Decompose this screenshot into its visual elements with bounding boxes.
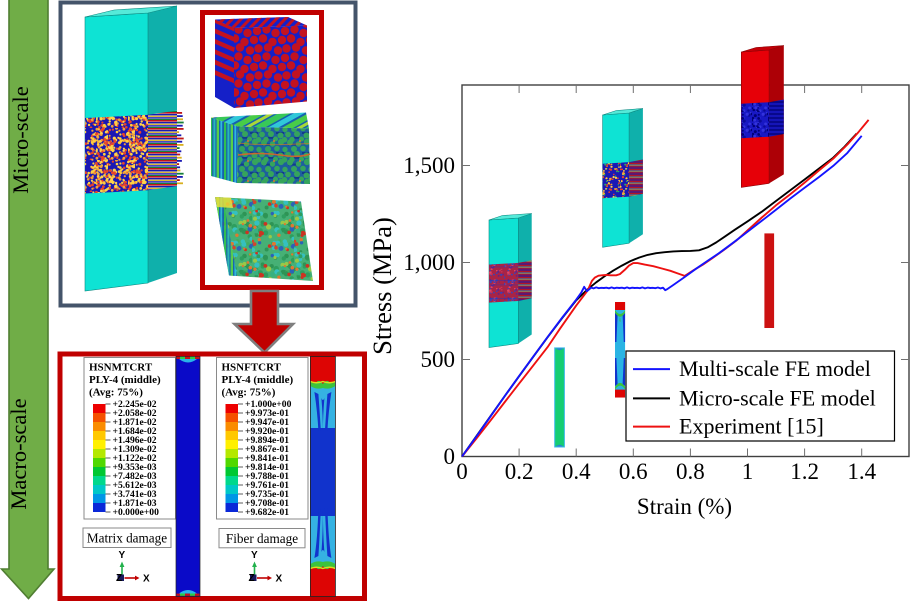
svg-text:1: 1 (742, 459, 754, 484)
svg-text:+9.735e-01: +9.735e-01 (245, 489, 289, 500)
svg-text:0: 0 (456, 459, 468, 484)
svg-text:Micro-scale FE model: Micro-scale FE model (679, 385, 876, 410)
svg-text:1.4: 1.4 (847, 459, 876, 484)
svg-text:+9.894e-01: +9.894e-01 (245, 435, 289, 446)
svg-text:+9.841e-01: +9.841e-01 (245, 453, 289, 464)
svg-text:+1.871e-02: +1.871e-02 (113, 417, 157, 428)
svg-text:+9.788e-01: +9.788e-01 (245, 471, 289, 482)
svg-text:Fiber damage: Fiber damage (226, 531, 298, 546)
svg-text:+1.000e+00: +1.000e+00 (245, 399, 292, 410)
svg-text:1,500: 1,500 (403, 153, 455, 178)
svg-text:+9.947e-01: +9.947e-01 (245, 417, 289, 428)
svg-text:0.2: 0.2 (505, 459, 534, 484)
svg-text:+1.309e-02: +1.309e-02 (113, 444, 157, 455)
svg-text:1,000: 1,000 (403, 250, 455, 275)
svg-text:Multi-scale FE model: Multi-scale FE model (679, 356, 871, 381)
svg-text:Stress (MPa): Stress (MPa) (367, 217, 397, 355)
svg-text:500: 500 (421, 347, 456, 372)
svg-text:+9.973e-01: +9.973e-01 (245, 408, 289, 419)
svg-text:+9.814e-01: +9.814e-01 (245, 462, 289, 473)
svg-text:Strain (%): Strain (%) (637, 494, 732, 519)
svg-text:0.6: 0.6 (619, 459, 648, 484)
svg-text:Macro-scale: Macro-scale (6, 398, 31, 509)
svg-text:+5.612e-03: +5.612e-03 (113, 480, 157, 491)
svg-text:+1.496e-02: +1.496e-02 (113, 435, 157, 446)
svg-text:Experiment [15]: Experiment [15] (679, 414, 824, 439)
svg-text:(Avg: 75%): (Avg: 75%) (89, 387, 143, 399)
svg-text:X: X (276, 574, 283, 585)
svg-text:HSNFTCRT: HSNFTCRT (222, 362, 282, 374)
svg-text:+1.684e-02: +1.684e-02 (113, 426, 157, 437)
svg-text:+9.761e-01: +9.761e-01 (245, 480, 289, 491)
svg-text:+9.682e-01: +9.682e-01 (245, 507, 289, 518)
svg-text:PLY-4 (middle): PLY-4 (middle) (89, 374, 161, 386)
svg-text:+9.353e-03: +9.353e-03 (113, 462, 157, 473)
svg-text:+1.871e-03: +1.871e-03 (113, 498, 157, 509)
svg-text:+1.122e-02: +1.122e-02 (113, 453, 157, 464)
svg-text:+9.920e-01: +9.920e-01 (245, 426, 289, 437)
svg-text:0.4: 0.4 (562, 459, 591, 484)
svg-text:+9.867e-01: +9.867e-01 (245, 444, 289, 455)
svg-text:Matrix damage: Matrix damage (87, 531, 167, 546)
svg-text:X: X (143, 574, 150, 585)
svg-text:Y: Y (251, 550, 258, 561)
svg-text:PLY-4 (middle): PLY-4 (middle) (222, 374, 294, 386)
svg-text:+0.000e+00: +0.000e+00 (113, 507, 160, 518)
svg-text:Z: Z (249, 573, 255, 584)
svg-text:HSNMTCRT: HSNMTCRT (89, 362, 153, 374)
svg-text:0: 0 (444, 444, 456, 469)
svg-text:Y: Y (119, 550, 126, 561)
svg-text:(Avg: 75%): (Avg: 75%) (222, 387, 276, 399)
svg-text:+7.482e-03: +7.482e-03 (113, 471, 157, 482)
svg-text:+3.741e-03: +3.741e-03 (113, 489, 157, 500)
svg-text:+2.058e-02: +2.058e-02 (113, 408, 157, 419)
svg-text:Micro-scale: Micro-scale (8, 86, 33, 193)
svg-text:1.2: 1.2 (790, 459, 819, 484)
svg-text:Z: Z (116, 573, 122, 584)
svg-text:+2.245e-02: +2.245e-02 (113, 399, 157, 410)
svg-text:0.8: 0.8 (676, 459, 705, 484)
svg-text:+9.708e-01: +9.708e-01 (245, 498, 289, 509)
